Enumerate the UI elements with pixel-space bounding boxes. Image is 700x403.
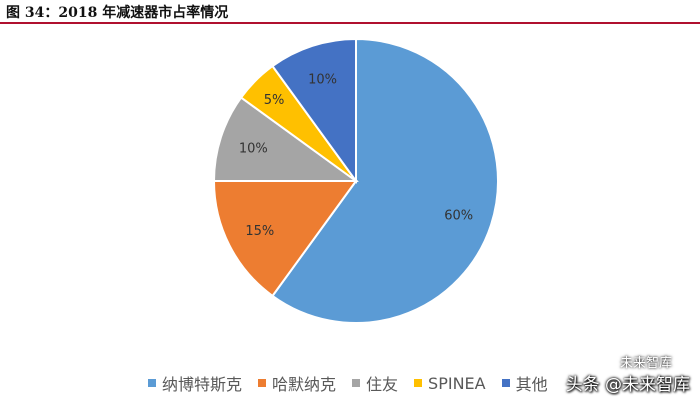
legend-marker bbox=[258, 379, 267, 387]
legend-item-harmonic: 哈默纳克 bbox=[258, 371, 336, 395]
figure-title-bar: 图 34：2018 年减速器市占率情况 bbox=[0, 0, 700, 24]
data-label-harmonic: 15% bbox=[245, 224, 274, 239]
legend-marker bbox=[352, 379, 361, 387]
legend-item-nabtesco: 纳博特斯克 bbox=[148, 371, 242, 395]
data-label-other: 10% bbox=[308, 72, 337, 87]
data-label-sumitomo: 10% bbox=[239, 142, 268, 157]
data-label-nabtesco: 60% bbox=[444, 208, 473, 223]
legend-label: SPINEA bbox=[428, 373, 486, 393]
legend-marker bbox=[414, 379, 423, 387]
pie-chart: 60% 15% 10% 5% 10% bbox=[212, 37, 499, 324]
watermark-source: 头条 @未来智库 bbox=[565, 375, 690, 395]
legend-item-other: 其他 bbox=[501, 371, 548, 395]
slice-other bbox=[271, 37, 357, 185]
legend-item-sumitomo: 住友 bbox=[352, 371, 398, 395]
figure-title: 图 34：2018 年减速器市占率情况 bbox=[6, 5, 229, 21]
legend-marker bbox=[501, 379, 510, 387]
pie-data-labels: 60% 15% 10% 5% 10% bbox=[239, 72, 473, 239]
chart-legend: 纳博特斯克 哈默纳克 住友 SPINEA 其他 bbox=[148, 372, 548, 394]
legend-item-spinea: SPINEA bbox=[414, 374, 486, 393]
legend-label: 哈默纳克 bbox=[272, 375, 337, 394]
legend-marker bbox=[148, 379, 156, 387]
pie-slices bbox=[212, 37, 499, 324]
slice-harmonic bbox=[212, 180, 358, 298]
slice-nabtesco bbox=[271, 37, 499, 324]
slice-sumitomo bbox=[212, 96, 360, 182]
watermark-brand: 未来智库 bbox=[619, 356, 672, 371]
legend-label: 住友 bbox=[366, 375, 399, 394]
data-label-spinea: 5% bbox=[264, 93, 285, 108]
legend-label: 其他 bbox=[515, 375, 548, 394]
legend-label: 纳博特斯克 bbox=[162, 375, 243, 394]
